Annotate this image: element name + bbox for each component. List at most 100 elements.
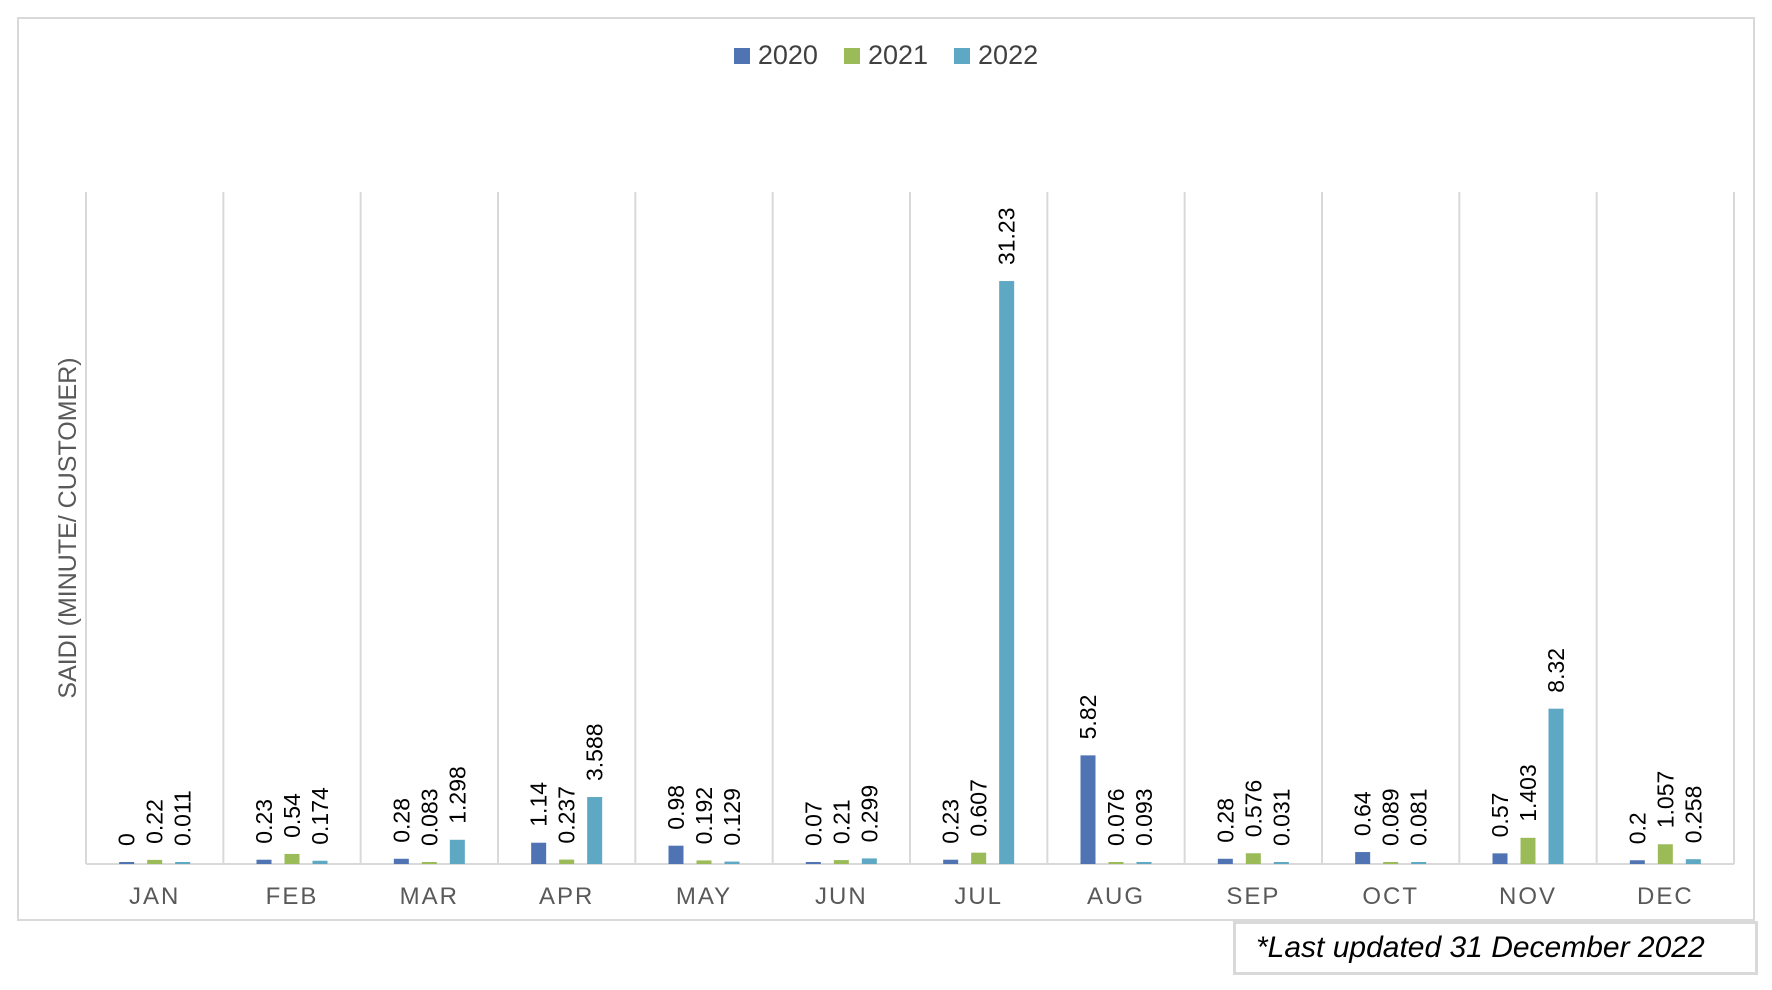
- bar-2021-aug: [1108, 862, 1124, 864]
- x-tick-label-jun: JUN: [815, 883, 868, 910]
- bar-2020-oct: [1355, 852, 1371, 864]
- bar-2022-feb: [312, 860, 328, 864]
- data-label-2020-jan: 0: [114, 833, 140, 846]
- data-label-2021-oct: 0.089: [1378, 788, 1404, 846]
- data-label-2022-may: 0.129: [719, 788, 745, 846]
- legend-swatch: [954, 47, 971, 64]
- bar-2021-jan: [147, 859, 163, 864]
- data-label-2022-apr: 3.588: [582, 723, 608, 781]
- legend-label: 2020: [757, 40, 818, 70]
- data-label-2022-feb: 0.174: [307, 787, 333, 845]
- x-tick-label-aug: AUG: [1087, 883, 1145, 910]
- x-tick-label-jan: JAN: [129, 883, 180, 910]
- bar-2021-mar: [421, 862, 437, 864]
- bar-2022-apr: [587, 797, 603, 864]
- data-label-2020-oct: 0.64: [1350, 791, 1376, 836]
- legend-swatch: [733, 47, 750, 64]
- data-label-2021-jan: 0.22: [142, 799, 168, 844]
- legend-item-2021: 2021: [843, 40, 929, 71]
- data-label-2020-apr: 1.14: [526, 782, 552, 827]
- legend-swatch: [843, 47, 860, 64]
- bar-2020-sep: [1217, 858, 1233, 864]
- data-label-2021-apr: 0.237: [554, 786, 580, 844]
- bar-2020-feb: [256, 859, 272, 864]
- bar-2022-jan: [175, 862, 191, 864]
- chart-frame: [17, 17, 1755, 921]
- bar-2020-aug: [1080, 755, 1096, 864]
- bar-2020-mar: [393, 858, 409, 864]
- bar-2022-oct: [1411, 862, 1427, 864]
- bar-2022-nov: [1548, 708, 1564, 864]
- x-tick-label-oct: OCT: [1362, 883, 1419, 910]
- bar-2020-apr: [531, 842, 547, 864]
- bar-2020-may: [668, 845, 684, 864]
- x-tick-label-mar: MAR: [400, 883, 459, 910]
- x-tick-label-apr: APR: [539, 883, 594, 910]
- bar-2020-jul: [943, 859, 959, 864]
- data-label-2020-mar: 0.28: [388, 798, 414, 843]
- data-label-2021-aug: 0.076: [1103, 788, 1129, 846]
- data-label-2022-aug: 0.093: [1131, 788, 1157, 846]
- x-tick-label-may: MAY: [676, 883, 732, 910]
- grid-lines: [85, 192, 1735, 864]
- x-tick-label-feb: FEB: [266, 883, 319, 910]
- bar-2022-may: [724, 861, 740, 864]
- data-label-2020-aug: 5.82: [1075, 695, 1101, 740]
- x-tick-label-dec: DEC: [1637, 883, 1694, 910]
- bar-2021-jun: [833, 860, 849, 864]
- bar-2022-aug: [1136, 862, 1152, 864]
- legend-label: 2022: [978, 40, 1039, 70]
- bar-2022-mar: [449, 839, 465, 864]
- data-labels: 0 0.22 0.011 0.23 0.54 0.174 0.28 0.083 1.298 1.1…: [114, 207, 1707, 846]
- data-label-2022-mar: 1.298: [444, 766, 470, 824]
- bar-2021-jul: [971, 852, 987, 864]
- data-label-2021-dec: 1.057: [1652, 771, 1678, 829]
- bar-2022-sep: [1273, 862, 1289, 864]
- data-label-2021-sep: 0.576: [1240, 780, 1266, 838]
- data-label-2020-may: 0.98: [663, 785, 689, 830]
- last-updated-note: *Last updated 31 December 2022: [1233, 921, 1758, 975]
- data-label-2022-jul: 31.23: [994, 207, 1020, 265]
- data-label-2021-nov: 1.403: [1515, 764, 1541, 822]
- bar-2020-jun: [805, 862, 821, 864]
- data-label-2022-nov: 8.32: [1543, 648, 1569, 693]
- bar-2020-jan: [119, 862, 135, 864]
- bar-2021-nov: [1520, 837, 1536, 864]
- data-label-2021-jun: 0.21: [828, 799, 854, 844]
- x-tick-label-jul: JUL: [954, 883, 1003, 910]
- data-label-2020-nov: 0.57: [1487, 793, 1513, 838]
- bar-2022-jul: [999, 281, 1015, 864]
- data-label-2020-jun: 0.07: [800, 801, 826, 846]
- bar-2022-dec: [1685, 859, 1701, 864]
- bar-2021-feb: [284, 853, 300, 864]
- data-label-2020-feb: 0.23: [251, 799, 277, 844]
- bar-2021-may: [696, 860, 712, 864]
- x-tick-label-nov: NOV: [1499, 883, 1557, 910]
- bar-2020-nov: [1492, 853, 1508, 864]
- y-axis-title: SAIDI (MINUTE/ CUSTOMER): [54, 357, 82, 698]
- x-axis-tick-labels: JAN FEB MAR APR MAY JUN JUL AUG SEP OCT NOV DEC: [129, 883, 1694, 910]
- data-label-2022-jun: 0.299: [856, 785, 882, 843]
- data-label-2022-jan: 0.011: [170, 790, 196, 846]
- bar-2021-sep: [1245, 853, 1261, 864]
- chart-legend: 2020 2021 2022: [0, 40, 1772, 71]
- bars: [119, 281, 1701, 864]
- bar-2021-apr: [559, 859, 575, 864]
- data-label-2022-dec: 0.258: [1680, 786, 1706, 844]
- legend-item-2022: 2022: [954, 40, 1038, 71]
- data-label-2021-mar: 0.083: [416, 788, 442, 846]
- bar-2021-oct: [1383, 862, 1399, 864]
- data-label-2020-jul: 0.23: [938, 799, 964, 844]
- data-label-2022-oct: 0.081: [1406, 788, 1432, 846]
- data-label-2021-may: 0.192: [691, 787, 717, 845]
- bar-2020-dec: [1629, 860, 1645, 864]
- x-tick-label-sep: SEP: [1226, 883, 1280, 910]
- legend-label: 2021: [867, 40, 929, 70]
- bar-2021-dec: [1657, 844, 1673, 864]
- data-label-2021-feb: 0.54: [279, 793, 305, 838]
- data-label-2020-dec: 0.2: [1624, 812, 1650, 844]
- data-label-2022-sep: 0.031: [1268, 788, 1294, 846]
- data-label-2021-jul: 0.607: [966, 779, 992, 837]
- data-label-2020-sep: 0.28: [1212, 798, 1238, 843]
